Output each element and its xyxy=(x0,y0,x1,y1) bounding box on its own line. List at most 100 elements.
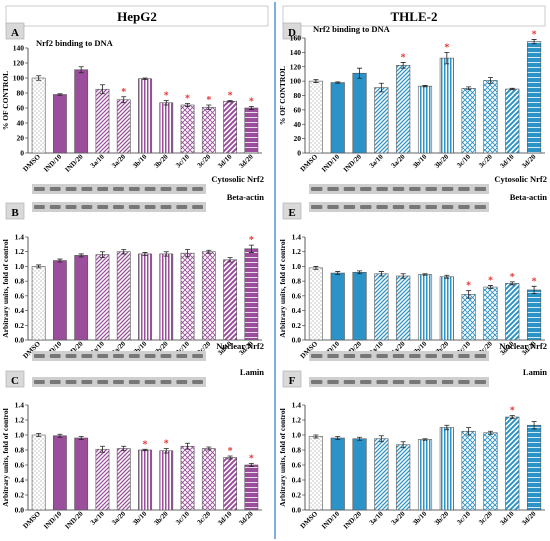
significance-star: * xyxy=(206,95,211,106)
error-bar xyxy=(422,85,428,88)
blot-band xyxy=(327,354,339,358)
x-tick-label: 3c/10 xyxy=(174,152,191,169)
panel-C: C Nuclear Nrf2 Lamin 0.0 0.2 0.4 0.6 0.8 1.0 1.2 1… xyxy=(1,341,264,531)
x-tick-label: 3b/20 xyxy=(433,152,451,170)
x-tick-label: 3c/20 xyxy=(477,509,494,526)
error-bar xyxy=(531,421,537,430)
x-tick-label: 3d/10 xyxy=(216,509,234,527)
x-tick-label: 3a/20 xyxy=(110,152,127,169)
error-bar xyxy=(163,100,169,106)
blot-band xyxy=(192,354,203,358)
error-bar xyxy=(466,427,472,436)
error-bar xyxy=(466,290,472,299)
y-tick-label: 0.0 xyxy=(292,336,302,345)
blot-band xyxy=(160,205,172,209)
error-bar xyxy=(206,104,212,110)
error-bar xyxy=(444,274,450,279)
significance-star: * xyxy=(510,272,515,283)
error-bar xyxy=(57,258,63,263)
significance-star: * xyxy=(488,276,493,287)
bar-3c/10 xyxy=(461,294,476,341)
error-bar xyxy=(142,448,148,452)
x-tick-label: 3b/10 xyxy=(131,509,149,527)
x-tick-label: IND/10 xyxy=(42,152,63,173)
bar-3b/10 xyxy=(138,449,152,511)
blot-band xyxy=(113,380,124,384)
blot-band xyxy=(128,205,140,209)
blot-band xyxy=(425,380,437,384)
x-tick-label: 3c/20 xyxy=(196,509,213,526)
bar-3c/10 xyxy=(180,104,195,154)
blot-band xyxy=(474,380,486,384)
y-tick-label: 40 xyxy=(294,120,302,129)
error-bar xyxy=(422,273,428,276)
x-tick-label: 3c/10 xyxy=(174,509,191,526)
panel-letter-box xyxy=(5,22,25,40)
blot-band xyxy=(327,380,339,384)
y-tick-label: 40 xyxy=(17,119,25,128)
blot-band xyxy=(176,205,188,209)
bar-DMSO xyxy=(31,77,46,154)
y-tick-label: 100 xyxy=(13,74,25,83)
blot-band xyxy=(97,187,109,191)
bar-3a/20 xyxy=(116,99,131,154)
blot-band xyxy=(376,380,388,384)
error-bar xyxy=(36,433,42,437)
blot-label: Lamin xyxy=(523,367,547,377)
y-tick-label: 1.2 xyxy=(15,247,25,256)
bar-3b/10 xyxy=(417,85,433,154)
x-tick-label: 3d/10 xyxy=(498,509,516,527)
y-tick-label: 0.4 xyxy=(292,306,302,315)
x-tick-label: 3c/20 xyxy=(477,152,494,169)
significance-star: * xyxy=(249,97,254,108)
bar-IND/10 xyxy=(53,435,67,511)
y-tick-label: 0 xyxy=(297,149,301,158)
error-bar xyxy=(142,77,148,80)
y-tick-label: 20 xyxy=(294,134,302,143)
y-tick-label: 0.0 xyxy=(292,506,302,515)
bar-DMSO xyxy=(308,436,323,511)
x-tick-label: DMSO xyxy=(299,152,320,173)
significance-star: * xyxy=(228,446,233,457)
blot-band xyxy=(392,205,405,209)
panel-letter: C xyxy=(11,375,19,387)
bar-3a/20 xyxy=(116,448,131,511)
error-bar xyxy=(227,100,233,103)
significance-star: * xyxy=(401,52,406,63)
x-tick-label: IND/20 xyxy=(342,509,363,530)
bar-3b/20 xyxy=(159,102,174,154)
error-bar xyxy=(99,84,105,95)
error-bar xyxy=(466,86,472,91)
blot-band xyxy=(409,354,421,358)
blot-label: Beta-actin xyxy=(510,192,548,202)
blot-band xyxy=(311,187,323,191)
significance-star: * xyxy=(228,91,233,102)
y-tick-label: 0.4 xyxy=(292,476,302,485)
x-tick-label: 3d/20 xyxy=(520,509,538,527)
y-tick-label: 1.2 xyxy=(292,247,302,256)
y-tick-label: 60 xyxy=(294,105,302,114)
y-tick-label: 140 xyxy=(13,44,25,53)
blot-band xyxy=(160,354,172,358)
bar-IND/20 xyxy=(352,72,367,154)
blot-band xyxy=(160,380,172,384)
error-bar xyxy=(206,249,212,254)
x-tick-label: 3b/20 xyxy=(433,509,451,527)
bar-3d/10 xyxy=(223,259,237,341)
blot-band xyxy=(65,354,77,358)
blot-band xyxy=(441,354,454,358)
blot-band xyxy=(360,187,372,191)
error-bar xyxy=(313,434,319,439)
y-tick-label: 1.0 xyxy=(15,431,25,440)
header-bar-left xyxy=(5,5,269,27)
error-bar xyxy=(509,281,515,286)
blot-band xyxy=(441,187,454,191)
blot-band xyxy=(311,354,323,358)
blot-band xyxy=(144,380,156,384)
y-tick-label: 1.2 xyxy=(15,416,25,425)
blot-band xyxy=(376,354,388,358)
significance-star: * xyxy=(164,91,169,102)
error-bar xyxy=(36,75,42,81)
bar-3a/20 xyxy=(396,65,411,154)
error-bar xyxy=(121,445,127,452)
